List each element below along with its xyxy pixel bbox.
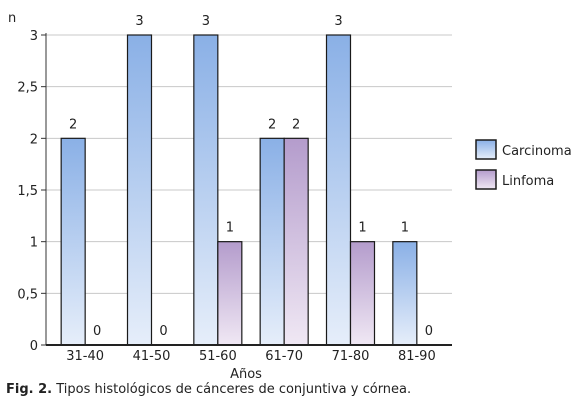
bar-carcinoma bbox=[259, 137, 285, 346]
legend-label: Carcinoma bbox=[502, 144, 572, 159]
axes bbox=[45, 33, 452, 346]
data-label: 3 bbox=[334, 14, 342, 29]
x-axis-title: Años bbox=[230, 367, 262, 380]
data-label: 2 bbox=[268, 117, 276, 132]
data-label: 1 bbox=[226, 221, 234, 236]
bar-carcinoma bbox=[193, 34, 219, 346]
bar-linfoma bbox=[349, 241, 376, 346]
legend-swatch-linfoma bbox=[475, 169, 497, 190]
y-tick-label: 0,5 bbox=[17, 287, 38, 302]
bar-carcinoma bbox=[126, 34, 153, 346]
bar-carcinoma bbox=[392, 241, 418, 346]
data-label: 0 bbox=[425, 324, 433, 339]
y-tick-label: 1,5 bbox=[17, 184, 38, 199]
bar-linfoma bbox=[217, 241, 243, 346]
bar-chart: 0 0,5 1 1,5 2 2,5 3 31-40 41-50 51-60 61-70 71-80 8… bbox=[8, 11, 572, 380]
bar-linfoma bbox=[283, 137, 309, 346]
data-label: 2 bbox=[69, 117, 77, 132]
x-tick-label: 71-80 bbox=[332, 349, 370, 364]
x-tick-label: 61-70 bbox=[265, 349, 303, 364]
x-tick-labels: 31-40 41-50 51-60 61-70 71-80 81-90 bbox=[66, 349, 435, 364]
y-tick-label: 3 bbox=[30, 29, 38, 44]
data-label: 1 bbox=[358, 221, 366, 236]
y-axis-title: n bbox=[8, 11, 16, 26]
bar-carcinoma bbox=[60, 137, 86, 346]
caption-text: Tipos histológicos de cánceres de conjun… bbox=[56, 382, 412, 397]
x-tick-label: 51-60 bbox=[199, 349, 237, 364]
data-label: 3 bbox=[202, 14, 210, 29]
data-labels: 2 0 3 0 3 1 2 2 3 1 1 0 bbox=[69, 14, 433, 339]
data-label: 0 bbox=[93, 324, 101, 339]
y-tick-labels: 0 0,5 1 1,5 2 2,5 3 bbox=[17, 29, 46, 354]
y-tick-label: 0 bbox=[30, 339, 38, 354]
bars bbox=[60, 34, 418, 346]
x-tick-label: 41-50 bbox=[133, 349, 171, 364]
y-tick-label: 1 bbox=[30, 236, 38, 251]
y-tick-label: 2 bbox=[30, 132, 38, 147]
figure-number: Fig. 2. bbox=[6, 382, 53, 397]
x-tick-label: 31-40 bbox=[66, 349, 104, 364]
bar-carcinoma bbox=[325, 34, 352, 346]
data-label: 1 bbox=[401, 221, 409, 236]
y-tick-label: 2,5 bbox=[17, 81, 38, 96]
gridlines bbox=[46, 34, 452, 294]
x-tick-label: 81-90 bbox=[398, 349, 436, 364]
data-label: 0 bbox=[159, 324, 167, 339]
figure-caption: Fig. 2. Tipos histológicos de cánceres d… bbox=[6, 382, 411, 397]
data-label: 2 bbox=[292, 117, 300, 132]
legend-label: Linfoma bbox=[502, 174, 554, 189]
legend-swatch-carcinoma bbox=[475, 139, 497, 160]
data-label: 3 bbox=[135, 14, 143, 29]
legend: Carcinoma Linfoma bbox=[475, 139, 572, 190]
